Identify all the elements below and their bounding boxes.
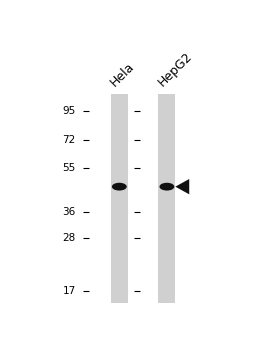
Text: 55: 55 xyxy=(62,163,76,173)
Ellipse shape xyxy=(112,183,127,190)
Text: 17: 17 xyxy=(62,286,76,295)
Polygon shape xyxy=(175,179,189,194)
Text: 72: 72 xyxy=(62,135,76,145)
Bar xyxy=(111,94,128,303)
Text: 36: 36 xyxy=(62,207,76,217)
Text: Hela: Hela xyxy=(108,60,137,89)
Text: 95: 95 xyxy=(62,106,76,116)
Text: HepG2: HepG2 xyxy=(156,50,195,89)
Bar xyxy=(158,94,175,303)
Ellipse shape xyxy=(159,183,174,190)
Text: 28: 28 xyxy=(62,233,76,244)
